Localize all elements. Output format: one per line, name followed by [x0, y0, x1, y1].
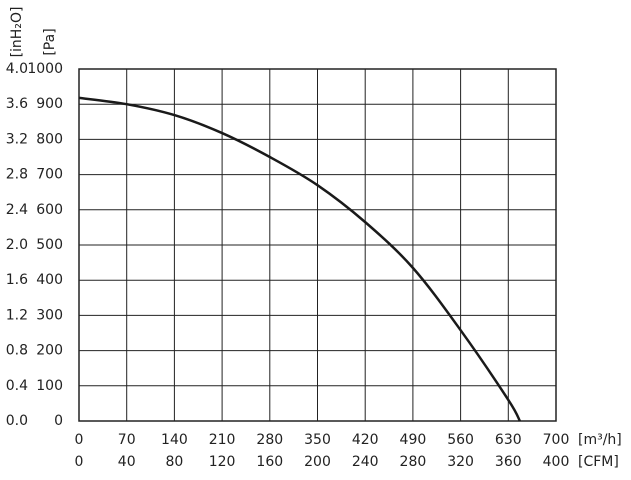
x2-tick-label: 80 — [165, 454, 183, 470]
x2-tick-label: 400 — [543, 454, 570, 470]
x-tick-label: 420 — [352, 432, 379, 448]
y-tick-label: 400 — [36, 272, 63, 288]
x2-tick-label: 40 — [118, 454, 136, 470]
x-tick-label: 140 — [161, 432, 188, 448]
y2-tick-label: 1.2 — [6, 307, 28, 323]
x-tick-label: 0 — [75, 432, 84, 448]
y-tick-label: 700 — [36, 167, 63, 183]
curve — [78, 96, 521, 422]
x2-tick-label: 120 — [209, 454, 236, 470]
x-tick-label: 560 — [447, 432, 474, 448]
y-tick-label: 0 — [54, 413, 63, 429]
x-tick-label: 490 — [400, 432, 427, 448]
y2-tick-label: 0.4 — [6, 378, 28, 394]
y-tick-label: 1000 — [27, 61, 63, 77]
y-tick-label: 200 — [36, 343, 63, 359]
x-tick-label: 280 — [256, 432, 283, 448]
x2-tick-label: 320 — [447, 454, 474, 470]
y-tick-label: 500 — [36, 237, 63, 253]
y2-tick-label: 1.6 — [6, 272, 28, 288]
y-tick-label: 900 — [36, 96, 63, 112]
plot-frame — [78, 68, 557, 422]
x-tick-label: 630 — [495, 432, 522, 448]
y-tick-label: 300 — [36, 307, 63, 323]
y2-axis-label: [inH₂O] — [9, 7, 25, 58]
y-tick-label: 800 — [36, 131, 63, 147]
x2-tick-label: 360 — [495, 454, 522, 470]
x2-tick-label: 160 — [256, 454, 283, 470]
y-axis-label: [Pa] — [42, 28, 58, 55]
x2-tick-label: 240 — [352, 454, 379, 470]
y2-tick-label: 0.0 — [6, 413, 28, 429]
y-tick-label: 100 — [36, 378, 63, 394]
y2-tick-label: 4.0 — [6, 61, 28, 77]
x-tick-label: 210 — [209, 432, 236, 448]
y2-tick-label: 3.6 — [6, 96, 28, 112]
x2-tick-label: 0 — [75, 454, 84, 470]
y2-tick-label: 2.0 — [6, 237, 28, 253]
y2-tick-label: 0.8 — [6, 343, 28, 359]
x-tick-label: 70 — [118, 432, 136, 448]
x2-axis-label: [CFM] — [578, 454, 619, 470]
y-tick-label: 600 — [36, 202, 63, 218]
x2-tick-label: 200 — [304, 454, 331, 470]
x2-tick-label: 280 — [400, 454, 427, 470]
y2-tick-label: 3.2 — [6, 131, 28, 147]
y2-tick-label: 2.4 — [6, 202, 28, 218]
x-tick-label: 700 — [543, 432, 570, 448]
y2-tick-label: 2.8 — [6, 167, 28, 183]
x-axis-label: [m³/h] — [578, 432, 622, 448]
x-tick-label: 350 — [304, 432, 331, 448]
